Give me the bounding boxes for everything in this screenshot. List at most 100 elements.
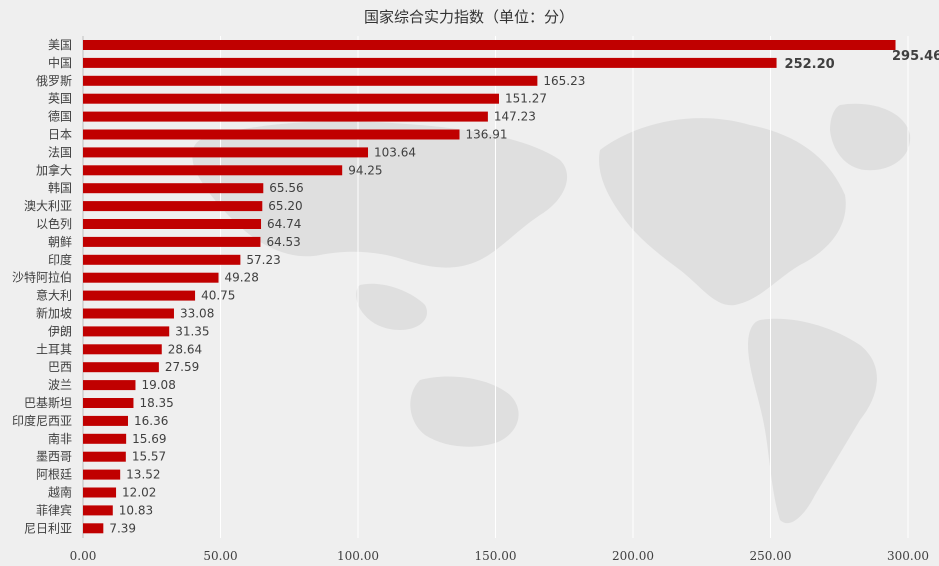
- x-tick-label: 0.00: [70, 549, 97, 563]
- bar: [83, 398, 134, 408]
- value-label: 147.23: [494, 110, 536, 124]
- value-label: 15.57: [132, 450, 166, 464]
- category-label: 菲律宾: [36, 502, 72, 517]
- value-label: 151.27: [505, 92, 547, 106]
- value-label: 165.23: [543, 74, 585, 88]
- category-label: 朝鲜: [48, 235, 72, 249]
- bar: [83, 344, 162, 355]
- x-tick-labels: 0.00 50.00 100.00 150.00 200.00 250.00 300.00: [70, 549, 929, 563]
- category-label: 印度尼西亚: [12, 413, 72, 428]
- category-label: 阿根廷: [36, 468, 72, 482]
- value-label: 7.39: [109, 521, 136, 535]
- category-label: 巴西: [48, 360, 72, 374]
- category-label: 新加坡: [36, 306, 72, 321]
- value-label: 65.56: [269, 181, 303, 195]
- x-tick-label: 100.00: [337, 549, 379, 563]
- bar: [83, 165, 343, 176]
- bar: [83, 111, 488, 122]
- bar: [83, 415, 128, 426]
- bar: [83, 487, 117, 498]
- bar: [83, 57, 777, 68]
- value-label: 49.28: [225, 271, 259, 285]
- x-tick-label: 150.00: [475, 549, 517, 563]
- category-label: 日本: [48, 128, 72, 142]
- category-label: 英国: [48, 92, 72, 106]
- value-label: 12.02: [122, 486, 156, 500]
- value-label: 31.35: [175, 324, 209, 338]
- bar: [83, 380, 136, 391]
- category-label: 巴基斯坦: [24, 396, 72, 410]
- category-label: 澳大利亚: [24, 199, 72, 213]
- category-label: 俄罗斯: [36, 74, 72, 88]
- bar: [83, 129, 460, 140]
- value-label: 94.25: [348, 163, 382, 177]
- bar: [83, 523, 104, 534]
- category-label: 土耳其: [36, 342, 72, 356]
- category-label: 伊朗: [48, 324, 72, 338]
- x-tick-label: 200.00: [612, 549, 654, 563]
- category-label: 波兰: [48, 378, 72, 392]
- bar: [83, 469, 121, 480]
- value-label: 15.69: [132, 432, 166, 446]
- category-label: 墨西哥: [36, 450, 72, 464]
- value-label: 16.36: [134, 414, 168, 428]
- value-label: 64.53: [266, 235, 300, 249]
- asia-shape: [192, 121, 568, 268]
- bar: [83, 451, 126, 462]
- value-labels: 295.46 252.20 165.23 151.27 147.23 136.91 103.…: [109, 49, 939, 535]
- x-tick-label: 250.00: [750, 549, 792, 563]
- category-label: 以色列: [36, 217, 72, 231]
- value-label: 65.20: [268, 199, 302, 213]
- oceania-shape: [410, 376, 519, 447]
- category-label: 德国: [48, 109, 72, 124]
- bar: [83, 147, 369, 158]
- value-label: 64.74: [267, 217, 301, 231]
- southeast-asia-shape: [356, 283, 428, 330]
- x-gridlines: [220, 36, 909, 538]
- bar: [83, 254, 241, 265]
- category-labels: 美国中国俄罗斯英国德国日本法国加拿大韩国澳大利亚以色列朝鲜印度沙特阿拉伯意大利新…: [12, 38, 72, 535]
- bar: [83, 362, 159, 373]
- category-label: 意大利: [36, 288, 72, 303]
- value-label: 27.59: [165, 360, 199, 374]
- x-tick-label: 50.00: [203, 549, 237, 563]
- category-label: 越南: [48, 485, 72, 500]
- value-label: 40.75: [201, 289, 235, 303]
- value-label: 252.20: [785, 57, 835, 72]
- bar: [83, 308, 174, 319]
- bar: [83, 236, 261, 247]
- bar: [83, 326, 170, 337]
- category-label: 加拿大: [36, 162, 72, 177]
- value-label: 33.08: [180, 307, 214, 321]
- category-label: 美国: [48, 38, 72, 52]
- bars-group: [83, 40, 896, 534]
- greenland-shape: [830, 103, 911, 171]
- bar: [83, 272, 219, 283]
- chart-title: 国家综合实力指数（单位：分）: [364, 8, 574, 26]
- category-label: 中国: [48, 55, 72, 70]
- value-label: 103.64: [374, 145, 416, 159]
- bar: [83, 93, 499, 104]
- x-tick-label: 300.00: [887, 549, 929, 563]
- bar: [83, 75, 538, 86]
- bar: [83, 505, 113, 516]
- value-label: 19.08: [141, 378, 175, 392]
- value-label: 28.64: [168, 342, 202, 356]
- category-label: 韩国: [48, 180, 72, 195]
- bar: [83, 219, 262, 229]
- value-label: 136.91: [466, 128, 508, 142]
- category-label: 沙特阿拉伯: [12, 270, 72, 285]
- category-label: 法国: [48, 145, 72, 159]
- north-america-shape: [599, 118, 846, 306]
- bar: [83, 433, 127, 444]
- value-label: 18.35: [139, 396, 173, 410]
- category-label: 南非: [48, 431, 72, 446]
- value-label: 10.83: [119, 503, 153, 517]
- bar: [83, 40, 896, 50]
- south-america-shape: [748, 318, 877, 524]
- bar: [83, 183, 264, 194]
- value-label: 57.23: [246, 253, 280, 267]
- category-label: 印度: [48, 252, 72, 267]
